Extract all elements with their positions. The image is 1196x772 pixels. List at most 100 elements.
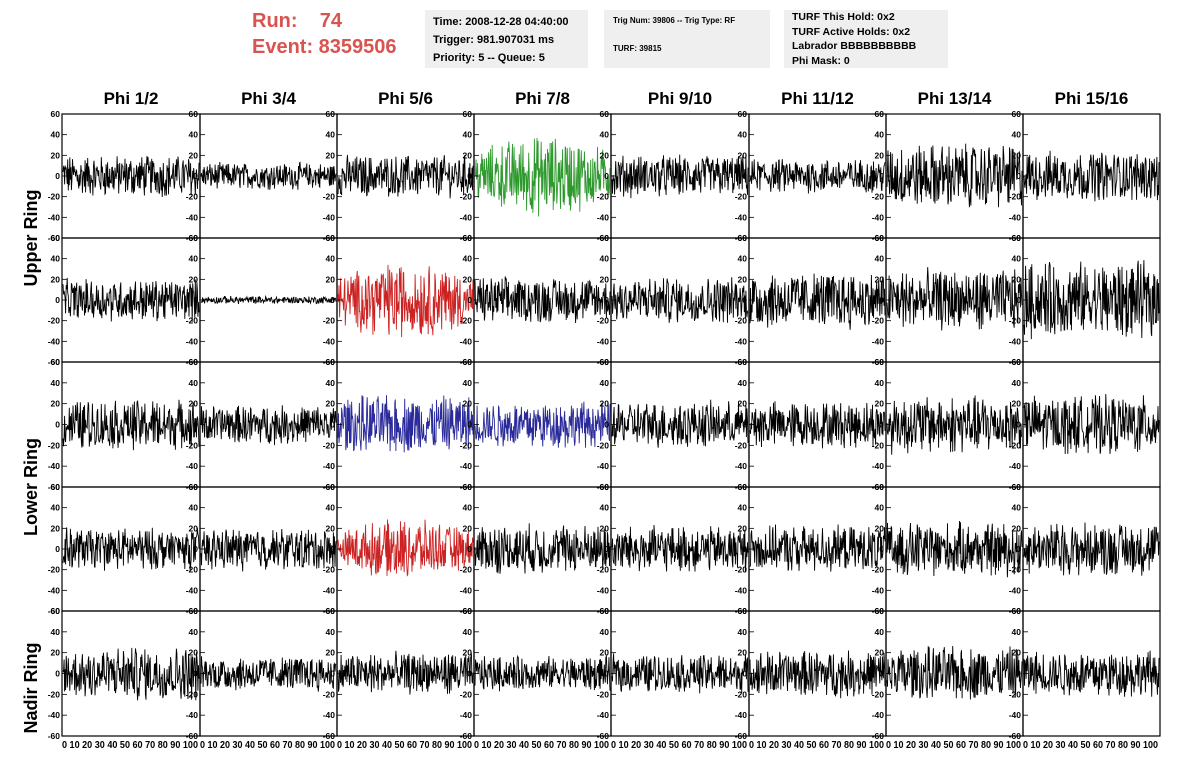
y-tick-label: -20 bbox=[460, 192, 473, 202]
y-tick-label: 40 bbox=[738, 254, 748, 264]
y-tick-label: 0 bbox=[55, 295, 60, 305]
y-tick-label: -20 bbox=[1009, 192, 1022, 202]
y-tick-label: 0 bbox=[330, 171, 335, 181]
y-tick-label: -20 bbox=[597, 689, 610, 699]
waveform-trace bbox=[749, 401, 886, 449]
y-tick-label: 60 bbox=[600, 109, 610, 119]
y-tick-label: 0 bbox=[879, 544, 884, 554]
y-tick-label: -40 bbox=[48, 461, 61, 471]
waveform-trace bbox=[1023, 150, 1160, 202]
panel-frame bbox=[610, 610, 750, 737]
y-tick-label: -40 bbox=[597, 710, 610, 720]
column-title: Phi 15/16 bbox=[1055, 89, 1129, 108]
y-tick-label: 0 bbox=[467, 669, 472, 679]
y-tick-label: -60 bbox=[48, 233, 61, 243]
x-tick-label: 0 10 20 30 40 50 60 70 80 90 100 bbox=[886, 740, 1021, 751]
y-tick-label: 20 bbox=[189, 399, 199, 409]
y-tick-label: 40 bbox=[463, 130, 473, 140]
y-tick-label: 40 bbox=[51, 254, 61, 264]
panel-frame bbox=[199, 237, 338, 363]
waveform-trace bbox=[886, 520, 1023, 578]
y-tick-label: 60 bbox=[738, 109, 748, 119]
y-tick-label: 0 bbox=[604, 420, 609, 430]
y-tick-label: -20 bbox=[460, 565, 473, 575]
y-tick-label: 20 bbox=[875, 523, 885, 533]
time-trigger-panel: Time: 2008-12-28 04:40:00 Trigger: 981.9… bbox=[425, 10, 588, 68]
y-tick-label: 0 bbox=[55, 544, 60, 554]
waveform-trace bbox=[749, 524, 886, 572]
y-tick-label: 60 bbox=[326, 606, 336, 616]
x-tick-label: 0 10 20 30 40 50 60 70 80 90 100 bbox=[200, 740, 335, 751]
y-tick-label: 20 bbox=[600, 274, 610, 284]
y-tick-label: 40 bbox=[738, 627, 748, 637]
y-tick-label: -40 bbox=[323, 461, 336, 471]
y-tick-label: 60 bbox=[600, 482, 610, 492]
y-tick-label: -20 bbox=[460, 316, 473, 326]
y-tick-label: 0 bbox=[742, 171, 747, 181]
y-tick-label: 60 bbox=[463, 357, 473, 367]
y-tick-label: 40 bbox=[51, 130, 61, 140]
y-tick-label: 20 bbox=[600, 399, 610, 409]
y-tick-label: 0 bbox=[1016, 544, 1021, 554]
y-tick-label: 60 bbox=[189, 109, 199, 119]
waveform-trace bbox=[886, 267, 1023, 331]
y-tick-label: 0 bbox=[330, 420, 335, 430]
y-tick-label: -20 bbox=[1009, 440, 1022, 450]
y-tick-label: -40 bbox=[735, 461, 748, 471]
y-tick-label: -40 bbox=[460, 212, 473, 222]
y-tick-label: 0 bbox=[193, 295, 198, 305]
y-tick-label: -60 bbox=[186, 731, 199, 741]
y-tick-label: -40 bbox=[186, 336, 199, 346]
y-tick-label: 0 bbox=[742, 295, 747, 305]
y-tick-label: 20 bbox=[51, 648, 61, 658]
y-tick-label: 20 bbox=[738, 523, 748, 533]
waveform-trace bbox=[749, 273, 886, 330]
y-tick-label: -20 bbox=[323, 192, 336, 202]
column-title: Phi 5/6 bbox=[378, 89, 433, 108]
waveform-trace bbox=[62, 277, 200, 322]
y-tick-label: -20 bbox=[323, 316, 336, 326]
y-tick-label: -20 bbox=[186, 565, 199, 575]
y-tick-label: -40 bbox=[460, 585, 473, 595]
y-tick-label: -60 bbox=[735, 731, 748, 741]
event-label: Event: 8359506 bbox=[252, 36, 397, 58]
y-tick-label: 40 bbox=[1012, 503, 1022, 513]
y-tick-label: -40 bbox=[323, 212, 336, 222]
y-tick-label: -40 bbox=[735, 212, 748, 222]
y-tick-label: 20 bbox=[875, 648, 885, 658]
y-tick-label: 20 bbox=[875, 150, 885, 160]
y-tick-label: 20 bbox=[189, 150, 199, 160]
y-tick-label: 20 bbox=[1012, 150, 1022, 160]
y-tick-label: 20 bbox=[51, 399, 61, 409]
y-tick-label: 20 bbox=[1012, 399, 1022, 409]
waveform-trace bbox=[474, 654, 611, 692]
y-tick-label: -20 bbox=[597, 316, 610, 326]
y-tick-label: -40 bbox=[872, 212, 885, 222]
y-tick-label: -20 bbox=[597, 440, 610, 450]
y-tick-label: 60 bbox=[738, 357, 748, 367]
y-tick-label: 0 bbox=[193, 171, 198, 181]
y-tick-label: 40 bbox=[600, 627, 610, 637]
y-tick-label: 40 bbox=[326, 503, 336, 513]
y-tick-label: 20 bbox=[463, 648, 473, 658]
y-tick-label: 60 bbox=[51, 357, 61, 367]
y-tick-label: 60 bbox=[875, 109, 885, 119]
turf-hold-panel: TURF This Hold: 0x2 TURF Active Holds: 0… bbox=[784, 10, 948, 68]
y-tick-label: -60 bbox=[460, 731, 473, 741]
y-tick-label: 60 bbox=[600, 606, 610, 616]
y-tick-label: -60 bbox=[48, 731, 61, 741]
y-tick-label: 40 bbox=[463, 254, 473, 264]
y-tick-label: -60 bbox=[597, 731, 610, 741]
trig-num-text: Trig Num: 39806 -- Trig Type: RF bbox=[613, 16, 736, 25]
y-tick-label: -20 bbox=[186, 689, 199, 699]
waveform-trace bbox=[749, 650, 886, 699]
y-tick-label: -20 bbox=[323, 689, 336, 699]
y-tick-label: -40 bbox=[597, 461, 610, 471]
y-tick-label: 20 bbox=[189, 523, 199, 533]
phi-mask-text: Phi Mask: 0 bbox=[792, 54, 850, 67]
y-tick-label: 40 bbox=[189, 130, 199, 140]
y-tick-label: 40 bbox=[463, 378, 473, 388]
y-tick-label: -40 bbox=[1009, 461, 1022, 471]
y-tick-label: -60 bbox=[872, 731, 885, 741]
y-tick-label: 20 bbox=[189, 648, 199, 658]
